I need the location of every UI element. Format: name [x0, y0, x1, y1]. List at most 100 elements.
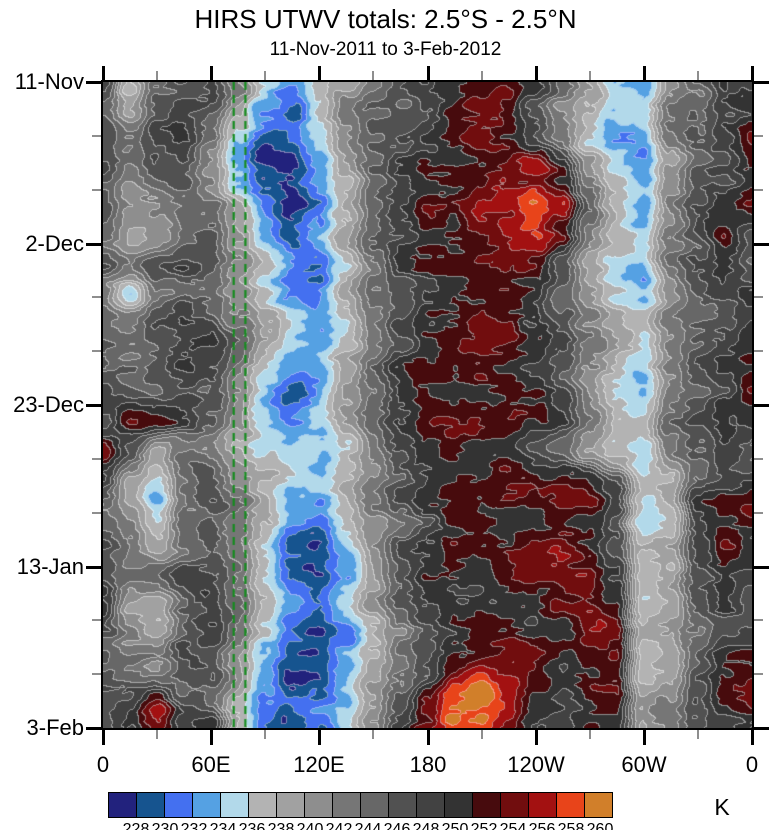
x-axis-minor-tick — [481, 730, 483, 739]
x-axis-major-tick — [102, 730, 105, 745]
colorbar-tick-label: 230 — [151, 821, 179, 830]
colorbar-cell — [584, 792, 613, 818]
x-axis-minor-tick — [372, 730, 374, 739]
x-axis-major-tick — [751, 730, 754, 745]
colorbar-tick-label: 238 — [267, 821, 295, 830]
colorbar-units-label: K — [714, 794, 730, 820]
x-axis-top-tick — [535, 66, 538, 80]
y-axis-tick-label: 13-Jan — [16, 554, 84, 579]
y-axis-major-tick — [86, 243, 101, 246]
colorbar-cell — [472, 792, 501, 818]
y-axis-right-minor-tick — [754, 189, 763, 191]
x-axis-tick-label: 0 — [745, 752, 759, 777]
y-axis-major-tick — [86, 727, 101, 730]
colorbar-tick-label: 234 — [209, 821, 237, 830]
colorbar-tick-label: 252 — [470, 821, 498, 830]
y-axis-right-tick — [754, 243, 769, 246]
colorbar-cell — [416, 792, 445, 818]
x-axis-top-minor-tick — [372, 71, 374, 80]
x-axis-top-minor-tick — [697, 71, 699, 80]
colorbar-cell — [276, 792, 305, 818]
colorbar-tick-label: 240 — [296, 821, 324, 830]
x-axis-minor-tick — [697, 730, 699, 739]
colorbar-cell — [556, 792, 585, 818]
x-axis-major-tick — [535, 730, 538, 745]
x-axis-top-tick — [318, 66, 321, 80]
y-axis-minor-tick — [92, 458, 101, 460]
y-axis-right-minor-tick — [754, 458, 763, 460]
x-axis-tick-label: 60W — [621, 752, 667, 777]
colorbar-cell — [500, 792, 529, 818]
colorbar-tick-label: 250 — [441, 821, 469, 830]
colorbar-tick-label: 248 — [412, 821, 440, 830]
y-axis-major-tick — [86, 566, 101, 569]
y-axis-right-tick — [754, 404, 769, 407]
y-axis-tick-label: 3-Feb — [26, 715, 84, 740]
x-axis-top-minor-tick — [589, 71, 591, 80]
colorbar-tick-label: 236 — [238, 821, 266, 830]
y-axis-right-minor-tick — [754, 296, 763, 298]
colorbar-cell — [360, 792, 389, 818]
x-axis-top-tick — [102, 66, 105, 80]
chart-subtitle: 11-Nov-2011 to 3-Feb-2012 — [269, 39, 502, 60]
y-axis-minor-tick — [92, 189, 101, 191]
colorbar-cell — [136, 792, 165, 818]
y-axis-right-minor-tick — [754, 350, 763, 352]
y-axis-tick-label: 11-Nov — [14, 69, 84, 94]
colorbar — [108, 792, 613, 818]
y-axis-right-tick — [754, 566, 769, 569]
y-axis-right-minor-tick — [754, 135, 763, 137]
colorbar-tick-label: 260 — [586, 821, 614, 830]
y-axis-right-tick — [754, 727, 769, 730]
colorbar-cell — [528, 792, 557, 818]
y-axis-major-tick — [86, 81, 101, 84]
x-axis-major-tick — [210, 730, 213, 745]
y-axis-right-tick — [754, 81, 769, 84]
colorbar-tick-label: 256 — [528, 821, 556, 830]
colorbar-tick-label: 242 — [325, 821, 353, 830]
chart-title: HIRS UTWV totals: 2.5°S - 2.5°N — [194, 4, 577, 34]
colorbar-tick-label: 228 — [122, 821, 150, 830]
colorbar-cell — [332, 792, 361, 818]
y-axis-right-minor-tick — [754, 673, 763, 675]
colorbar-cell — [444, 792, 473, 818]
colorbar-tick-label: 258 — [557, 821, 585, 830]
x-axis-top-tick — [643, 66, 646, 80]
y-axis-major-tick — [86, 404, 101, 407]
x-axis-tick-label: 0 — [96, 752, 110, 777]
y-axis-minor-tick — [92, 296, 101, 298]
y-axis-right-minor-tick — [754, 619, 763, 621]
colorbar-tick-label: 246 — [383, 821, 411, 830]
y-axis-minor-tick — [92, 512, 101, 514]
x-axis-minor-tick — [264, 730, 266, 739]
y-axis-minor-tick — [92, 673, 101, 675]
x-axis-major-tick — [427, 730, 430, 745]
x-axis-minor-tick — [589, 730, 591, 739]
heatmap-canvas — [103, 82, 752, 728]
colorbar-cell — [192, 792, 221, 818]
y-axis-tick-label: 2-Dec — [25, 231, 84, 256]
x-axis-top-tick — [210, 66, 213, 80]
x-axis-top-minor-tick — [481, 71, 483, 80]
y-axis-right-minor-tick — [754, 512, 763, 514]
colorbar-cell — [304, 792, 333, 818]
y-axis-minor-tick — [92, 135, 101, 137]
x-axis-major-tick — [643, 730, 646, 745]
colorbar-cell — [388, 792, 417, 818]
y-axis-minor-tick — [92, 619, 101, 621]
x-axis-top-minor-tick — [156, 71, 158, 80]
colorbar-tick-label: 232 — [180, 821, 208, 830]
y-axis-minor-tick — [92, 350, 101, 352]
y-axis-tick-label: 23-Dec — [13, 392, 84, 417]
colorbar-cell — [108, 792, 137, 818]
x-axis-tick-label: 60E — [191, 752, 231, 777]
x-axis-tick-label: 120W — [507, 752, 565, 777]
x-axis-top-tick — [751, 66, 754, 80]
colorbar-cell — [164, 792, 193, 818]
x-axis-major-tick — [318, 730, 321, 745]
x-axis-top-tick — [427, 66, 430, 80]
x-axis-tick-label: 180 — [409, 752, 447, 777]
colorbar-tick-label: 254 — [499, 821, 527, 830]
x-axis-tick-label: 120E — [293, 752, 345, 777]
